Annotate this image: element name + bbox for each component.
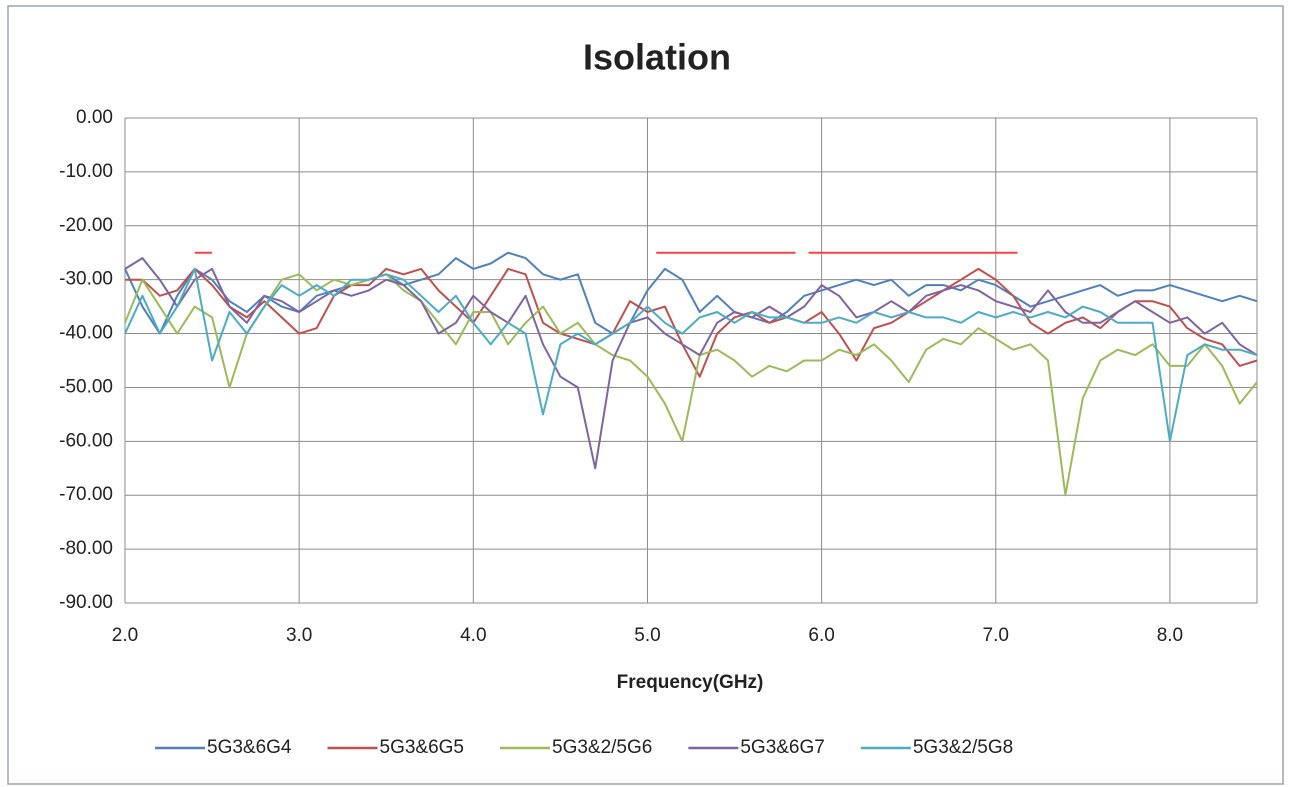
x-tick-label: 2.0 <box>112 625 138 646</box>
y-tick-label: -10.00 <box>59 161 113 182</box>
series-line <box>124 251 1258 335</box>
y-tick-label: -80.00 <box>59 538 113 559</box>
y-tick-label: 0.00 <box>76 107 113 128</box>
y-tick-label: -90.00 <box>59 592 113 613</box>
y-tick-label: -20.00 <box>59 215 113 236</box>
y-tick-label: -50.00 <box>59 376 113 397</box>
x-axis-title: Frequency(GHz) <box>617 672 764 693</box>
x-tick-label: 3.0 <box>286 625 312 646</box>
y-tick-label: -30.00 <box>59 269 113 290</box>
x-tick-label: 5.0 <box>634 625 660 646</box>
legend-label: 5G3&2/5G8 <box>913 737 1013 758</box>
x-tick-label: 6.0 <box>808 625 834 646</box>
y-tick-label: -40.00 <box>59 323 113 344</box>
legend-label: 5G3&2/5G6 <box>552 737 652 758</box>
x-tick-label: 7.0 <box>983 625 1009 646</box>
y-tick-label: -70.00 <box>59 484 113 505</box>
legend-label: 5G3&6G7 <box>740 737 825 758</box>
legend-label: 5G3&6G5 <box>380 737 465 758</box>
series-line <box>124 267 1258 443</box>
chart-frame <box>7 5 1284 785</box>
x-tick-label: 4.0 <box>460 625 486 646</box>
series-line <box>125 267 1258 378</box>
y-tick-label: -60.00 <box>59 430 113 451</box>
series-line <box>124 257 1258 470</box>
legend-label: 5G3&6G4 <box>207 737 292 758</box>
chart-title: Isolation <box>583 37 731 78</box>
x-tick-label: 8.0 <box>1157 625 1183 646</box>
